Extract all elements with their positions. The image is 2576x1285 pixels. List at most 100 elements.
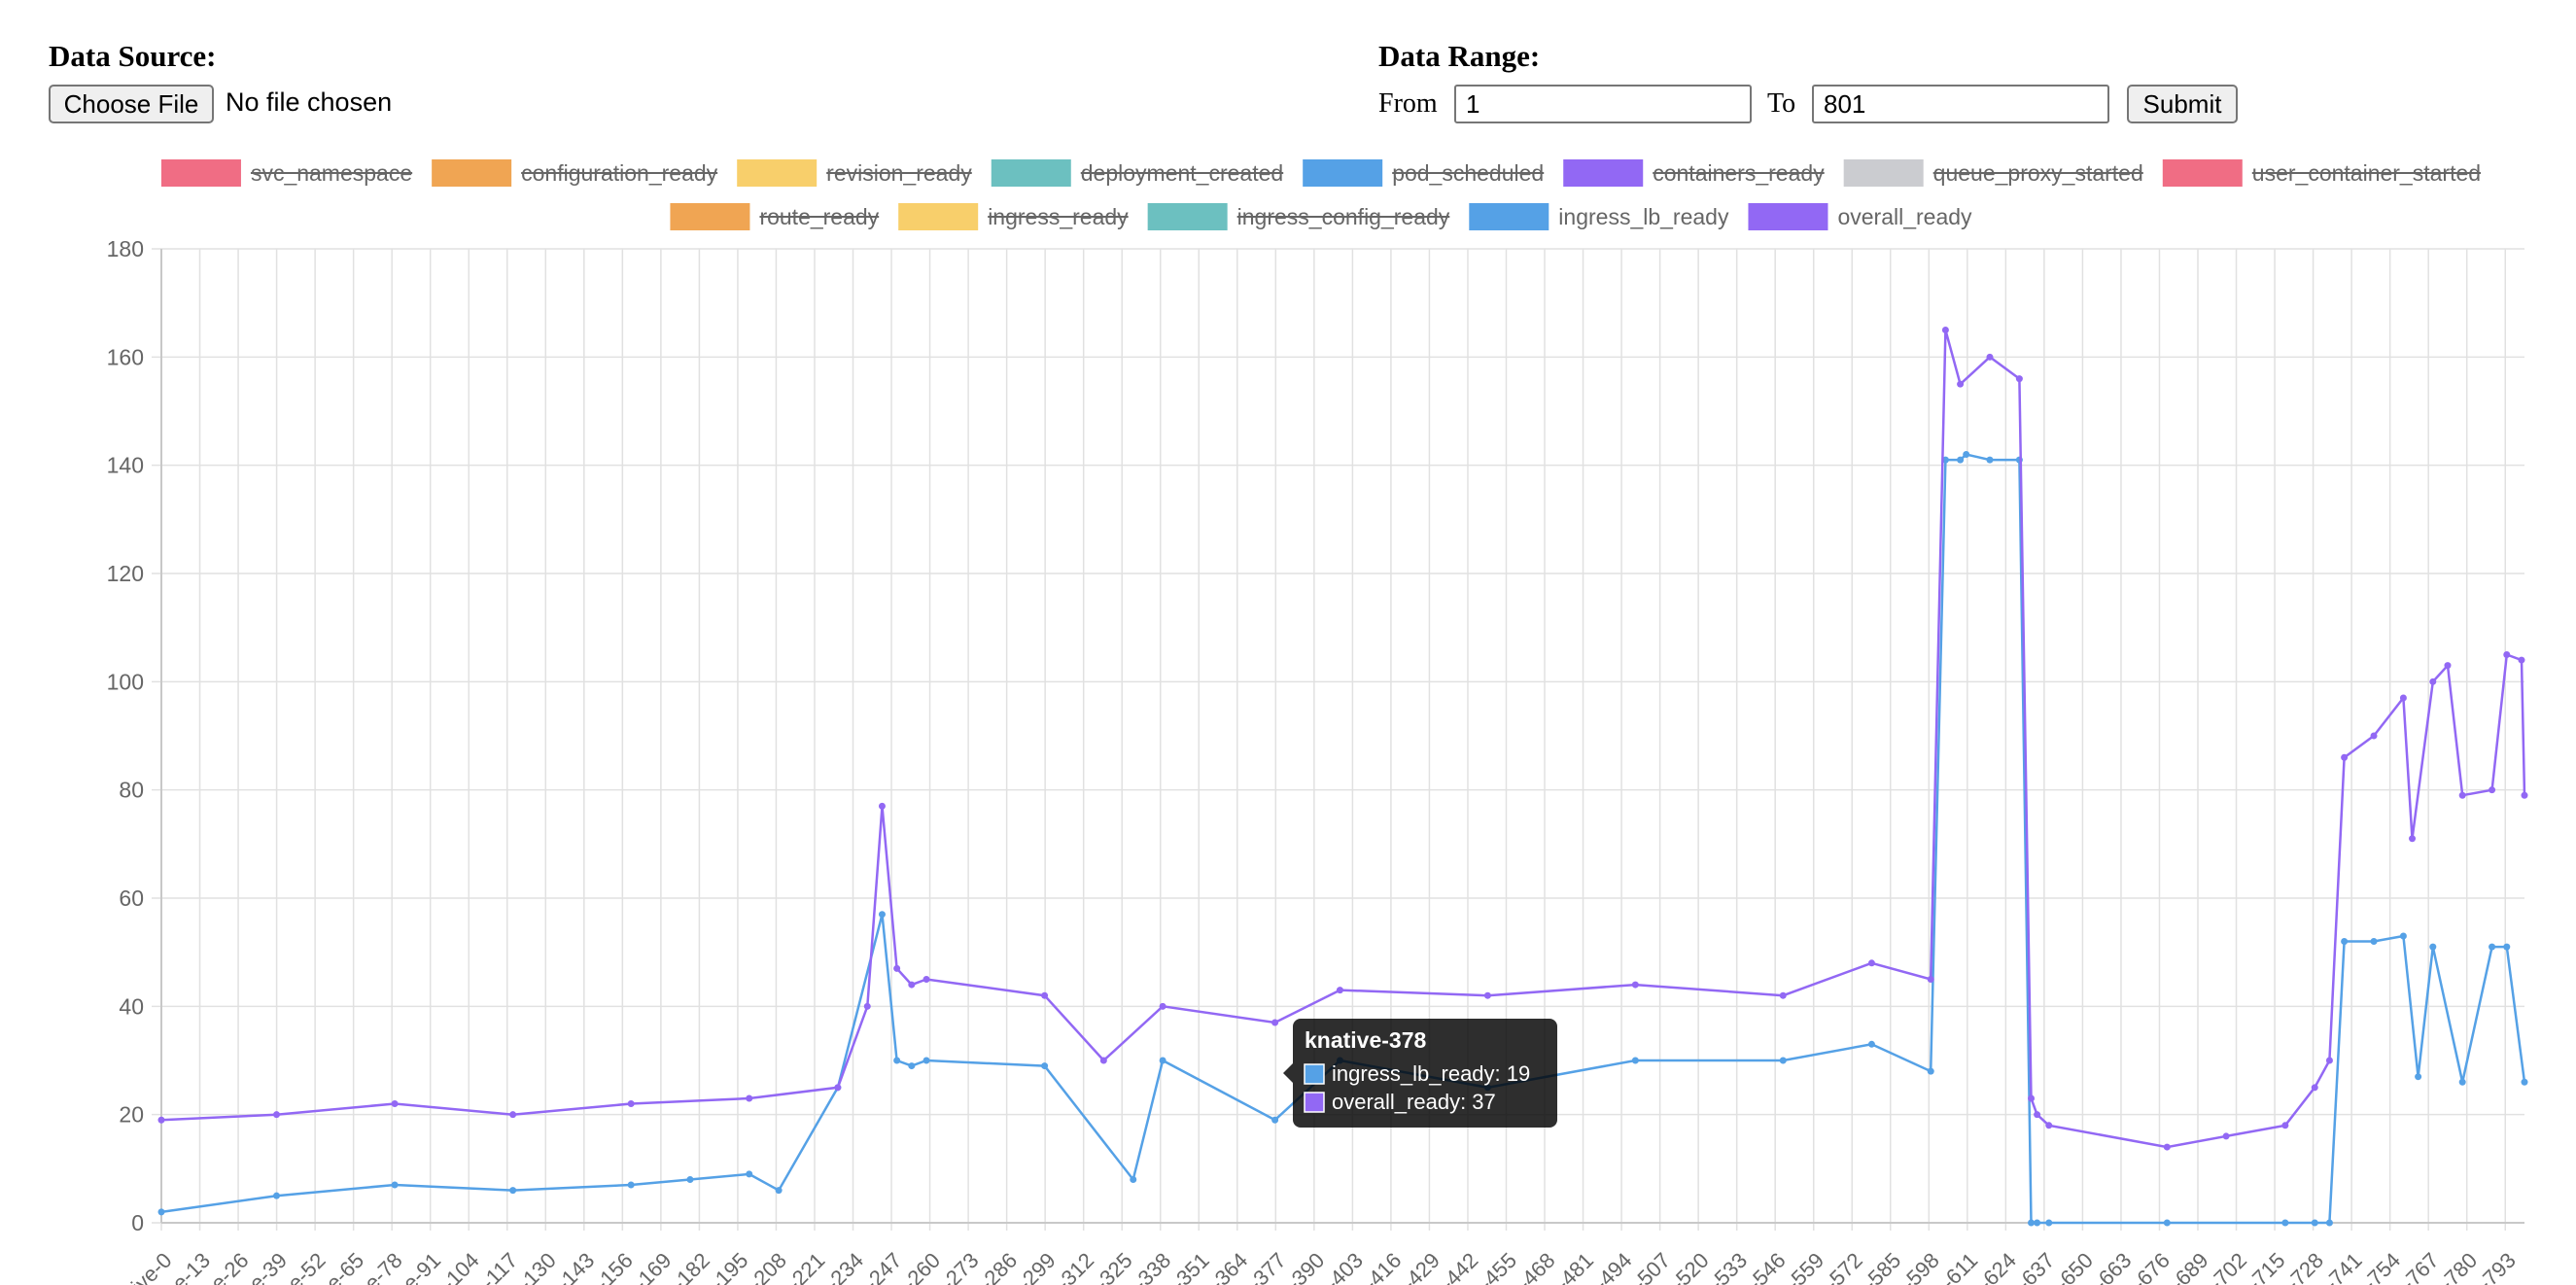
data-point xyxy=(1941,456,1949,464)
tooltip-swatch xyxy=(1304,1063,1325,1085)
legend-swatch xyxy=(898,203,979,230)
choose-file-button[interactable]: Choose File xyxy=(49,85,214,123)
chart-tooltip: knative-378 ingress_lb_ready: 19 overall_r… xyxy=(1283,1019,1557,1128)
data-point xyxy=(2034,1219,2041,1227)
data-point xyxy=(2163,1143,2171,1151)
y-tick-label: 20 xyxy=(119,1102,144,1128)
data-point xyxy=(2429,677,2437,685)
data-point xyxy=(1099,1057,1107,1064)
data-point xyxy=(2341,753,2349,761)
legend-label: ingress_lb_ready xyxy=(1558,204,1729,229)
legend-item-user-container-started[interactable]: user_container_started xyxy=(2162,159,2482,187)
data-point xyxy=(834,1084,842,1092)
data-point xyxy=(2281,1219,2289,1227)
data-point xyxy=(391,1100,399,1108)
data-point xyxy=(2409,835,2417,843)
legend-swatch xyxy=(737,159,818,187)
data-point xyxy=(1957,380,1965,388)
data-point xyxy=(1963,451,1970,459)
legend-item-queue-proxy-started[interactable]: queue_proxy_started xyxy=(1843,159,2143,187)
series-line xyxy=(160,453,2526,1225)
data-point xyxy=(2045,1219,2053,1227)
data-point xyxy=(509,1111,517,1119)
chart-canvas: svc_namespace configuration_ready revision… xyxy=(107,159,2528,1285)
y-tick-label: 80 xyxy=(119,778,144,803)
data-point xyxy=(2325,1057,2333,1064)
data-point xyxy=(2325,1219,2333,1227)
data-point xyxy=(2370,732,2378,740)
data-point xyxy=(2521,1078,2528,1086)
data-point xyxy=(1779,991,1787,999)
legend-swatch xyxy=(1469,203,1549,230)
legend-item-overall-ready[interactable]: overall_ready xyxy=(1748,203,1972,230)
data-point xyxy=(922,976,930,983)
tooltip-title: knative-378 xyxy=(1305,1027,1427,1053)
data-point xyxy=(2489,943,2496,951)
data-point xyxy=(908,981,916,989)
data-point xyxy=(2503,943,2511,951)
data-point xyxy=(746,1094,753,1102)
legend-swatch xyxy=(1843,159,1924,187)
data-point xyxy=(1927,1067,1934,1075)
legend-item-route-ready[interactable]: route_ready xyxy=(670,203,880,230)
legend-swatch xyxy=(160,159,241,187)
data-point xyxy=(2311,1219,2318,1227)
data-point xyxy=(157,1208,165,1216)
submit-button[interactable]: Submit xyxy=(2127,85,2238,123)
data-point xyxy=(1130,1175,1137,1183)
data-point xyxy=(1631,1057,1639,1064)
legend-item-deployment-created[interactable]: deployment_created xyxy=(991,159,1284,187)
data-point xyxy=(1336,987,1343,994)
legend-item-ingress-ready[interactable]: ingress_ready xyxy=(898,203,1129,230)
data-point xyxy=(2399,694,2407,702)
data-point xyxy=(2370,938,2378,946)
legend-item-svc-namespace[interactable]: svc_namespace xyxy=(160,159,413,187)
data-range-title: Data Range: xyxy=(1378,39,1541,73)
data-point xyxy=(1271,1019,1279,1026)
legend-item-pod-scheduled[interactable]: pod_scheduled xyxy=(1303,159,1545,187)
y-tick-label: 120 xyxy=(107,561,144,586)
data-point xyxy=(2163,1219,2171,1227)
legend-item-ingress-config-ready[interactable]: ingress_config_ready xyxy=(1147,203,1450,230)
data-point xyxy=(509,1187,517,1195)
data-point xyxy=(2015,375,2023,383)
legend-swatch xyxy=(1147,203,1228,230)
legend-item-containers-ready[interactable]: containers_ready xyxy=(1563,159,1825,187)
y-tick-label: 0 xyxy=(131,1210,144,1235)
data-point xyxy=(1927,976,1934,983)
data-point xyxy=(878,911,886,919)
data-point xyxy=(2034,1111,2041,1119)
data-point xyxy=(1867,1040,1875,1048)
to-input[interactable] xyxy=(1812,85,2109,123)
file-status-text: No file chosen xyxy=(226,87,393,117)
data-point xyxy=(391,1181,399,1189)
series-overall-ready xyxy=(157,327,2528,1151)
data-source-title: Data Source: xyxy=(49,39,217,73)
legend-swatch xyxy=(670,203,750,230)
legend-item-revision-ready[interactable]: revision_ready xyxy=(737,159,972,187)
tooltip-line: overall_ready: 37 xyxy=(1332,1090,1496,1114)
data-point xyxy=(1957,456,1965,464)
data-point xyxy=(2415,1073,2422,1081)
legend-swatch xyxy=(1303,159,1383,187)
data-point xyxy=(2444,662,2452,670)
from-input[interactable] xyxy=(1454,85,1752,123)
data-point xyxy=(2503,651,2511,658)
data-point xyxy=(893,1057,901,1064)
tooltip-caret xyxy=(1283,1063,1293,1083)
from-label: From xyxy=(1378,88,1438,119)
y-tick-label: 160 xyxy=(107,344,144,369)
data-point xyxy=(1779,1057,1787,1064)
data-point xyxy=(2399,932,2407,940)
data-point xyxy=(2521,791,2528,799)
data-point xyxy=(2045,1122,2053,1129)
data-point xyxy=(863,1002,871,1010)
legend-swatch xyxy=(1563,159,1644,187)
data-point xyxy=(1271,1116,1279,1124)
legend-item-ingress-lb-ready[interactable]: ingress_lb_ready xyxy=(1469,203,1729,230)
legend-item-configuration-ready[interactable]: configuration_ready xyxy=(432,159,718,187)
data-point xyxy=(2489,786,2496,794)
data-point xyxy=(627,1181,635,1189)
data-point xyxy=(157,1116,165,1124)
data-point xyxy=(1941,327,1949,333)
